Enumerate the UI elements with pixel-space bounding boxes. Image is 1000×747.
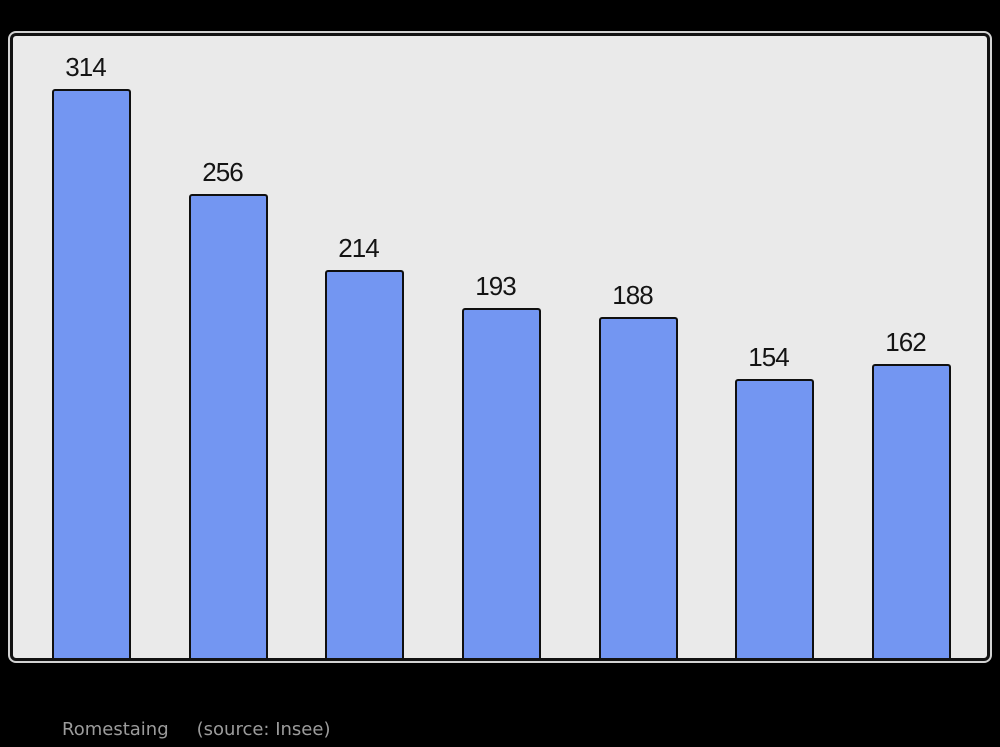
bar-value-label: 154 — [748, 342, 789, 372]
bar — [462, 308, 541, 658]
bar-value-label: 314 — [65, 52, 106, 82]
chart-caption: Romestaing (source: Insee) — [62, 719, 330, 740]
bar — [872, 364, 951, 658]
plot-area: 314 256 214 193 188 154 162 — [13, 36, 987, 658]
bar — [325, 270, 404, 658]
bar — [735, 379, 814, 658]
bar — [189, 194, 268, 658]
bar-value-label: 256 — [202, 157, 243, 187]
bar-value-label: 214 — [338, 233, 379, 263]
caption-source: (source: Insee) — [196, 719, 331, 740]
bar-value-label: 193 — [475, 271, 516, 301]
bar-value-label: 188 — [612, 280, 653, 310]
caption-commune: Romestaing — [62, 719, 169, 740]
chart-panel: 314 256 214 193 188 154 162 — [10, 33, 990, 661]
bar-value-label: 162 — [885, 327, 926, 357]
bar — [52, 89, 131, 658]
bar — [599, 317, 678, 658]
